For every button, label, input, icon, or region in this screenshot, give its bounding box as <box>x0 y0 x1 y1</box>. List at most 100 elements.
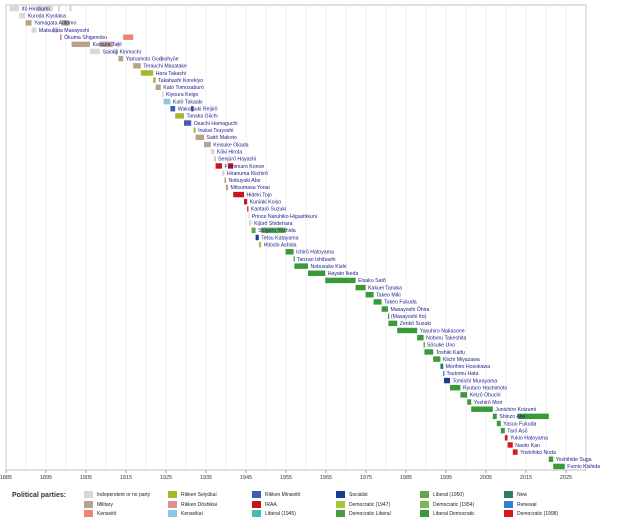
x-tick-label: 2015 <box>520 475 532 481</box>
term-bar <box>214 156 216 162</box>
term-bar <box>222 170 225 176</box>
x-tick-label: 1915 <box>120 475 132 481</box>
legend-label: Rikken Minseitō <box>265 492 301 498</box>
term-bar <box>31 27 37 33</box>
term-bar <box>19 13 26 19</box>
term-bar <box>504 435 508 441</box>
term-bar <box>52 27 58 33</box>
term-bar <box>443 370 445 377</box>
pm-label: Katō Takaaki <box>173 99 203 105</box>
term-bar <box>496 420 501 427</box>
term-bar <box>507 442 513 448</box>
term-bar <box>293 256 295 262</box>
legend-item-doshikai: Rikken Dōshikai <box>168 501 217 510</box>
legend-label: Military <box>97 502 113 508</box>
term-bar <box>249 220 252 226</box>
legend-item-independent: Independent or no party <box>84 491 150 500</box>
pm-label: Morihiro Hosokawa <box>446 364 491 370</box>
x-tick-label: 1925 <box>160 475 172 481</box>
term-bar <box>58 5 60 12</box>
term-bar <box>365 292 374 298</box>
pm-label: Hitoshi Ashida <box>264 242 297 248</box>
pm-label: Fumimaro Konoe <box>225 164 265 170</box>
pm-label: Takahashi Korekiyo <box>158 78 203 84</box>
term-bar <box>373 299 382 305</box>
pm-label: Wakatsuki Reijirō <box>178 107 218 113</box>
term-bar <box>215 163 222 169</box>
term-bar <box>251 227 256 234</box>
pm-label: Mitsumasa Yonai <box>231 185 270 191</box>
term-bar <box>226 184 228 191</box>
legend-label: Democratic (1954) <box>433 502 475 508</box>
pm-label: Kōki Hirota <box>217 149 242 155</box>
pm-label: Ōkuma Shigenobu <box>64 34 107 41</box>
term-bar <box>193 127 196 133</box>
x-tick-label: 1945 <box>240 475 252 481</box>
pm-label: Shinzo Abe <box>499 414 525 420</box>
pm-label: Yasuo Fukuda <box>503 421 536 427</box>
term-bar <box>467 399 472 405</box>
legend-swatch <box>252 510 261 518</box>
pm-label: Kiyoura Keigo <box>166 92 198 98</box>
term-bar <box>433 356 441 362</box>
pm-label: Ryutaro Hashimoto <box>463 386 508 392</box>
x-tick-label: 2005 <box>480 475 492 481</box>
legend-label: Democratic (1998) <box>517 511 559 517</box>
term-bar <box>61 20 70 26</box>
legend-item-liberal1945: Liberal (1945) <box>252 510 296 519</box>
term-bar <box>90 48 100 55</box>
term-bar <box>285 249 294 255</box>
pm-label: Prince Naruhiko Higashikuni <box>252 214 317 220</box>
legend-swatch <box>84 491 93 499</box>
legend-item-socialist: Socialist <box>336 491 368 500</box>
legend: Political parties: Independent or no par… <box>6 488 618 518</box>
pm-label: Fumio Kishida <box>567 464 600 470</box>
legend-item-new: New <box>504 491 527 500</box>
pm-label: Hideki Tojo <box>247 192 272 198</box>
legend-item-kenseito: Kenseitō <box>84 510 116 519</box>
term-bar <box>450 385 461 391</box>
legend-label: Kenseikai <box>181 511 203 517</box>
x-tick-label: 1905 <box>80 475 92 481</box>
x-tick-label: 1985 <box>400 475 412 481</box>
term-bar <box>244 199 248 205</box>
term-bar <box>548 456 554 462</box>
pm-label: Yoshihiko Noda <box>520 450 556 456</box>
term-bar <box>25 20 32 26</box>
term-bar <box>512 449 518 455</box>
pm-label: Nobuyuki Abe <box>229 178 261 184</box>
x-tick-label: 1895 <box>40 475 52 481</box>
term-bar <box>69 5 72 12</box>
pm-label: Tarō Asō <box>507 428 527 434</box>
term-bar <box>60 34 62 40</box>
term-bar <box>258 241 262 248</box>
pm-label: Ichirō Hatoyama <box>296 250 334 256</box>
legend-item-minseito: Rikken Minseitō <box>252 491 300 500</box>
term-bar <box>355 284 366 291</box>
legend-item-democraticLiberal: Democratic Liberal <box>336 510 391 519</box>
term-bar <box>294 263 308 269</box>
legend-swatch <box>504 510 513 518</box>
pm-label: Matsukata Masayoshi <box>39 28 89 34</box>
term-bar <box>517 413 549 420</box>
pm-label: Kijūrō Shidehara <box>254 221 292 227</box>
term-bar <box>191 106 194 112</box>
legend-swatch <box>336 510 345 518</box>
term-bar <box>140 70 154 76</box>
pm-label: Kiichi Miyazawa <box>443 357 480 363</box>
legend-swatch <box>252 491 261 499</box>
term-bar <box>100 41 113 48</box>
legend-item-irAA: IRAA <box>252 501 277 510</box>
pm-label: Masayoshi Ōhira <box>391 306 430 313</box>
term-bar <box>112 48 118 55</box>
pm-label: Yamagata Aritomo <box>34 21 76 27</box>
pm-label: Noboru Takeshita <box>426 335 466 341</box>
pm-label: Keizō Obuchi <box>470 393 501 399</box>
pm-label: Saionji Kinmochi <box>103 49 141 55</box>
term-bar <box>423 342 425 348</box>
legend-label: IRAA <box>265 502 277 508</box>
legend-item-democratic1947: Democratic (1947) <box>336 501 390 510</box>
legend-item-kenseikai: Kenseikai <box>168 510 203 519</box>
term-bar <box>233 191 244 198</box>
